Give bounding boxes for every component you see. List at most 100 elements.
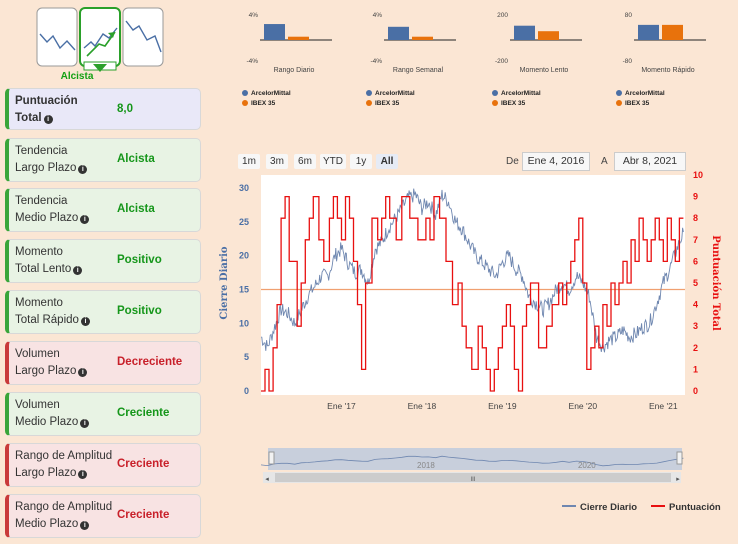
x-tick: Ene '21 xyxy=(649,401,678,411)
card-label-line1: Momento xyxy=(15,246,63,258)
trend-panels-icon xyxy=(36,7,164,72)
card-label-line2: Largo Plazo xyxy=(15,365,77,377)
mini-bar[interactable] xyxy=(538,31,559,40)
navigator-handle-right[interactable] xyxy=(676,451,683,465)
mini-bar[interactable] xyxy=(264,24,285,40)
legend-score[interactable]: Puntuación xyxy=(651,502,721,513)
mini-ytick-bottom: -80 xyxy=(623,58,633,64)
mini-legend-item[interactable]: ArcelorMittal xyxy=(366,90,415,97)
y-left-title: Cierre Diario xyxy=(219,246,230,320)
y-left-tick: 0 xyxy=(244,386,249,396)
indicator-card: Tendencia Largo Plazo i Alcista xyxy=(5,138,201,182)
card-label-line1: Tendencia xyxy=(15,195,68,207)
mini-legend-item[interactable]: IBEX 35 xyxy=(242,100,275,107)
range-button-1m[interactable]: 1m xyxy=(238,154,260,169)
card-label-line2: Medio Plazo xyxy=(15,212,79,224)
y-left-tick: 15 xyxy=(239,285,249,295)
range-button-3m[interactable]: 3m xyxy=(266,154,288,169)
close-series-line[interactable] xyxy=(260,188,684,353)
scroll-left-icon[interactable]: ◂ xyxy=(265,476,269,483)
scrollbar-thumb[interactable] xyxy=(275,473,671,482)
card-label-line2: Total xyxy=(15,112,42,124)
range-button-all[interactable]: All xyxy=(376,154,398,169)
mini-bar-chart: 80 -80 Momento Rápido ArcelorMittal IBEX 35 xyxy=(612,6,732,116)
navigator-series xyxy=(260,455,684,467)
y-right-tick: 9 xyxy=(693,192,698,202)
y-right-tick: 10 xyxy=(693,170,703,180)
indicator-card: Volumen Largo Plazo i Decreciente xyxy=(5,341,201,385)
mini-bar[interactable] xyxy=(662,24,683,40)
card-value: Alcista xyxy=(117,203,155,215)
mini-bar[interactable] xyxy=(412,36,433,40)
y-left-tick: 5 xyxy=(244,352,249,362)
info-icon[interactable]: i xyxy=(78,368,88,377)
card-label-line1: Momento xyxy=(15,297,63,309)
y-left-tick: 10 xyxy=(239,318,249,328)
navigator-selection[interactable] xyxy=(268,448,682,470)
mini-legend-item[interactable]: ArcelorMittal xyxy=(242,90,291,97)
mini-bar[interactable] xyxy=(288,36,309,40)
y-right-title: Puntuación Total xyxy=(710,235,721,331)
scroll-right-icon[interactable]: ▸ xyxy=(676,476,680,483)
mini-ytick-bottom: -200 xyxy=(495,58,508,64)
mini-legend-item[interactable]: ArcelorMittal xyxy=(616,90,665,97)
card-label-line1: Rango de Amplitud xyxy=(15,450,113,462)
navigator-handle-left[interactable] xyxy=(268,451,275,465)
mini-legend-item[interactable]: IBEX 35 xyxy=(616,100,649,107)
indicator-card: Puntuación Total i 8,0 xyxy=(5,88,201,130)
mini-bar-chart: 200 -200 Momento Lento ArcelorMittal IBEX 35 xyxy=(488,6,608,116)
card-label-line1: Puntuación xyxy=(15,95,78,107)
y-right-tick: 1 xyxy=(693,364,698,374)
indicator-card: Momento Total Rápido i Positivo xyxy=(5,290,201,334)
mini-bar[interactable] xyxy=(514,25,535,40)
indicator-card: Rango de Amplitud Largo Plazo i Creciente xyxy=(5,443,201,487)
mini-chart-title: Rango Diario xyxy=(273,67,315,74)
mini-ytick-top: 4% xyxy=(373,12,383,19)
from-date-input[interactable]: Ene 4, 2016 xyxy=(522,152,590,171)
x-tick: Ene '19 xyxy=(488,401,517,411)
info-icon[interactable]: i xyxy=(80,521,90,530)
range-button-6m[interactable]: 6m xyxy=(294,154,316,169)
card-label-line2: Medio Plazo xyxy=(15,416,79,428)
card-label-line2: Total Lento xyxy=(15,263,72,275)
from-label: De xyxy=(506,156,519,167)
mini-ytick-top: 4% xyxy=(249,12,259,19)
info-icon[interactable]: i xyxy=(43,115,53,124)
legend-close[interactable]: Cierre Diario xyxy=(562,502,637,513)
scrollbar-grip: III xyxy=(470,477,475,483)
indicator-card: Volumen Medio Plazo i Creciente xyxy=(5,392,201,436)
card-label-line2: Medio Plazo xyxy=(15,518,79,530)
info-icon[interactable]: i xyxy=(78,165,88,174)
score-series-line[interactable] xyxy=(261,195,684,392)
mini-chart-title: Momento Rápido xyxy=(641,67,695,74)
card-value: Alcista xyxy=(117,153,155,165)
card-label-line1: Volumen xyxy=(15,399,60,411)
range-button-1y[interactable]: 1y xyxy=(350,154,372,169)
info-icon[interactable]: i xyxy=(73,266,83,275)
mini-ytick-top: 200 xyxy=(497,12,508,19)
range-button-ytd[interactable]: YTD xyxy=(320,154,346,169)
card-label-line1: Rango de Amplitud xyxy=(15,501,113,513)
y-right-tick: 2 xyxy=(693,343,698,353)
info-icon[interactable]: i xyxy=(78,470,88,479)
price-score-chart[interactable]: 0 5 10 15 20 25 30 0 1 2 3 4 5 6 7 8 9 10 Cierre Diario Pun… xyxy=(205,170,738,490)
navigator[interactable]: 2018 2020 III ◂ ▸ xyxy=(260,448,684,483)
card-label-line1: Volumen xyxy=(15,348,60,360)
mini-bar[interactable] xyxy=(638,24,659,40)
indicator-card: Rango de Amplitud Medio Plazo i Creciente xyxy=(5,494,201,538)
mini-bar[interactable] xyxy=(388,26,409,40)
mini-ytick-bottom: -4% xyxy=(370,58,382,64)
mini-legend-item[interactable]: IBEX 35 xyxy=(366,100,399,107)
info-icon[interactable]: i xyxy=(80,419,90,428)
navigator-label: 2018 xyxy=(417,461,435,470)
mini-ytick-bottom: -4% xyxy=(246,58,258,64)
to-date-input[interactable]: Abr 8, 2021 xyxy=(614,152,686,171)
trend-label: Alcista xyxy=(60,71,94,82)
mini-ytick-top: 80 xyxy=(625,12,633,19)
mini-legend-item[interactable]: IBEX 35 xyxy=(492,100,525,107)
info-icon[interactable]: i xyxy=(80,215,90,224)
y-left-tick: 25 xyxy=(239,217,249,227)
y-right-tick: 4 xyxy=(693,300,698,310)
mini-legend-item[interactable]: ArcelorMittal xyxy=(492,90,541,97)
info-icon[interactable]: i xyxy=(80,317,90,326)
